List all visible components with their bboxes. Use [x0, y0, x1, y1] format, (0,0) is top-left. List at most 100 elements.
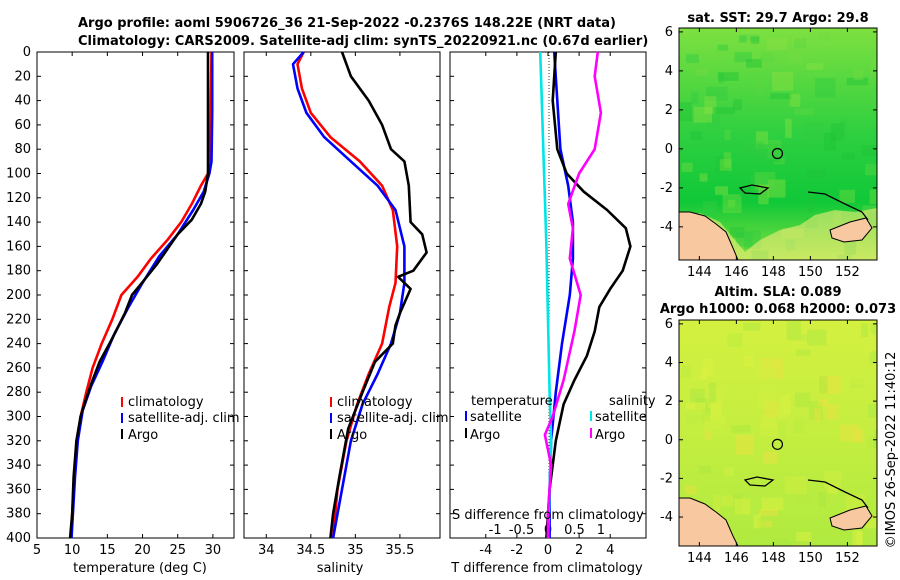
map-cell — [734, 52, 753, 63]
sla-island-newireland — [807, 479, 869, 509]
difference-y-ticks — [450, 51, 646, 539]
map-cell — [761, 497, 784, 511]
map-cell — [789, 93, 801, 107]
difference-xlabel: T difference from climatology — [450, 561, 643, 576]
map-cell — [702, 358, 714, 377]
legend-mark-satellite — [121, 413, 123, 423]
map-cell — [778, 421, 786, 442]
s-tick-label: 0.5 — [564, 523, 585, 538]
map-cell — [759, 356, 779, 369]
map-cell — [870, 323, 877, 333]
map-cell — [815, 78, 836, 98]
map-cell — [685, 409, 706, 424]
lon-tick-label: 152 — [835, 265, 860, 280]
map-cell — [796, 531, 812, 542]
map-cell — [840, 118, 847, 137]
map-cell — [772, 148, 782, 163]
sst-land-newguinea — [679, 211, 739, 260]
map-cell — [718, 72, 739, 81]
sst-float-marker — [771, 147, 784, 160]
s-tick-label: -1 — [489, 523, 502, 538]
map-cell — [867, 160, 875, 167]
depth-tick-label: 100 — [6, 167, 31, 182]
map-cell — [874, 483, 877, 495]
map-cell — [770, 93, 792, 100]
lon-tick-label: 144 — [687, 265, 712, 280]
map-cell — [755, 360, 775, 380]
lat-tick-label: -4 — [660, 220, 673, 235]
map-cell — [853, 544, 861, 546]
map-cell — [703, 415, 726, 431]
x-tick-label: 30 — [205, 543, 222, 558]
map-cell — [722, 194, 742, 214]
lat-tick-label: 0 — [665, 433, 673, 448]
map-cell — [733, 494, 742, 515]
map-cell — [699, 369, 707, 381]
map-cell — [861, 145, 877, 156]
legend-title-temperature: temperature — [471, 394, 553, 409]
depth-axis: 0 20 40 60 80 100 120 140 160 180 200 220 240 260 280 3… — [6, 45, 234, 546]
series-argo — [329, 51, 428, 539]
x-tick-label: -2 — [510, 543, 523, 558]
map-cell — [758, 509, 779, 517]
temperature-legend: climatology satellite-adj. clim Argo — [121, 395, 240, 443]
map-cell — [743, 141, 764, 155]
map-cell — [740, 34, 760, 41]
map-cell — [793, 543, 807, 546]
sst-land-newbritain — [829, 217, 873, 243]
map-cell — [713, 495, 721, 512]
map-cell — [731, 425, 751, 433]
map-cell — [793, 37, 807, 49]
depth-tick-label: 320 — [6, 434, 31, 449]
map-cell — [827, 484, 838, 494]
salinity-xlabel: salinity — [317, 561, 364, 576]
lat-tick-label: 4 — [665, 64, 673, 79]
map-cell — [861, 323, 868, 338]
depth-tick-label: 280 — [6, 385, 31, 400]
lon-tick-label: 150 — [798, 551, 823, 566]
salinity-y-ticks — [244, 51, 440, 539]
map-cell — [691, 92, 699, 104]
legend-mark-argo — [330, 429, 332, 439]
map-cell — [707, 386, 726, 400]
x-tick-label: 0 — [544, 543, 552, 558]
map-cell — [710, 400, 722, 419]
s-tick-label: -0.5 — [509, 523, 534, 538]
map-cell — [818, 398, 829, 407]
depth-tick-label: 360 — [6, 482, 31, 497]
map-cell — [806, 63, 824, 70]
map-cell — [866, 514, 877, 529]
legend-argo: Argo — [128, 428, 158, 443]
map-cell — [788, 541, 805, 546]
x-tick-label: 35.5 — [385, 543, 414, 558]
imos-timestamp: ©IMOS 26-Sep-2022 11:40:12 — [884, 352, 899, 549]
map-cell — [763, 451, 778, 464]
legend-t-argo: Argo — [470, 428, 500, 443]
map-cell — [846, 77, 869, 86]
depth-tick-label: 340 — [6, 458, 31, 473]
map-cell — [736, 434, 754, 455]
map-cell — [854, 429, 865, 443]
map-cell — [780, 395, 791, 415]
sst-map-panel: sat. SST: 29.7 Argo: 29.8 144 146 148 150 15… — [660, 11, 878, 280]
lon-tick-label: 146 — [724, 551, 749, 566]
legend-satellite: satellite-adj. clim — [128, 411, 240, 426]
lat-tick-label: 2 — [665, 103, 673, 118]
difference-panel: -4 -2 0 2 4-1 -0.5 0 0.5 1 S difference from cli… — [449, 51, 656, 576]
temperature-series — [68, 51, 214, 539]
map-cell — [755, 481, 767, 496]
legend-s-satellite: satellite — [595, 410, 647, 425]
map-cell — [867, 436, 877, 449]
map-cell — [760, 421, 778, 437]
map-cell — [705, 86, 728, 101]
map-cell — [758, 391, 777, 409]
x-tick-label: 4 — [606, 543, 614, 558]
lat-tick-label: -2 — [660, 471, 673, 486]
legend-climatology: climatology — [128, 395, 204, 410]
map-cell — [852, 530, 862, 546]
map-cell — [864, 340, 873, 354]
lat-tick-label: -4 — [660, 510, 673, 525]
map-cell — [785, 118, 792, 138]
depth-tick-label: 260 — [6, 361, 31, 376]
depth-tick-label: 380 — [6, 507, 31, 522]
